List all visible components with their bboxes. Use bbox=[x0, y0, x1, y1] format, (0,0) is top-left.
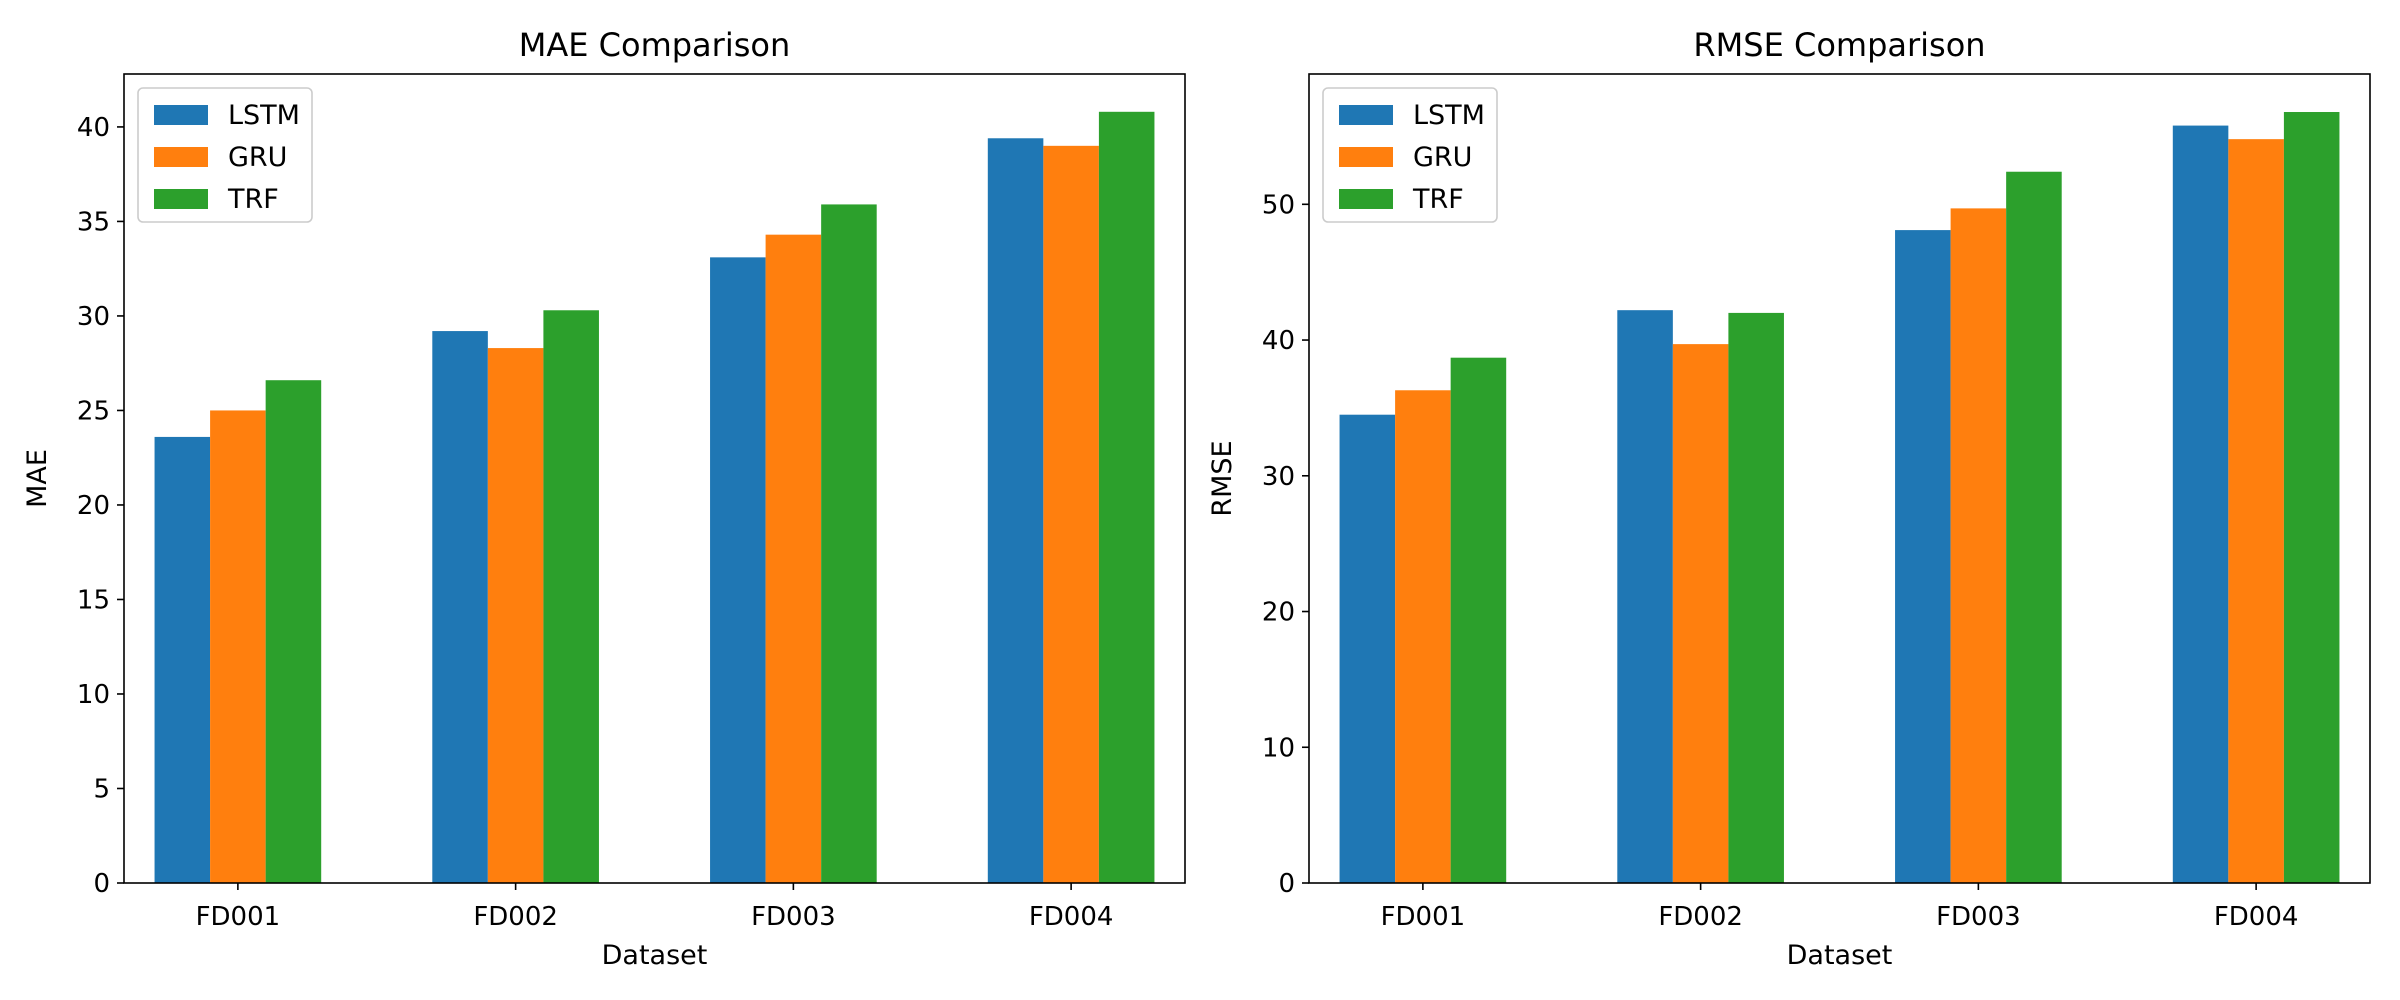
y-axis-label: MAE bbox=[22, 449, 53, 508]
x-tick-label: FD002 bbox=[1658, 902, 1743, 932]
x-axis-label: Dataset bbox=[1787, 940, 1893, 971]
bar-gru-fd001 bbox=[1395, 390, 1451, 883]
y-tick-label: 5 bbox=[93, 774, 110, 804]
y-tick-label: 0 bbox=[1278, 869, 1295, 899]
bar-lstm-fd001 bbox=[154, 436, 211, 883]
x-tick-label: FD004 bbox=[1029, 902, 1114, 932]
chart-panel-1: 0 5 10 15 20 25 30 35 40 FD001 FD002 FD003 FD004 MAE … bbox=[22, 26, 1186, 971]
bar-trf-fd002 bbox=[1728, 312, 1784, 883]
y-tick-label: 0 bbox=[93, 869, 110, 899]
bars bbox=[154, 111, 1155, 884]
bar-trf-fd004 bbox=[2283, 112, 2340, 883]
bar-trf-fd002 bbox=[543, 310, 599, 883]
bar-lstm-fd004 bbox=[987, 138, 1044, 883]
legend-swatch-gru bbox=[1339, 147, 1393, 167]
legend-label-lstm: LSTM bbox=[228, 100, 300, 131]
y-tick-label: 30 bbox=[77, 302, 110, 332]
plot-frame bbox=[1308, 73, 2371, 884]
bar-gru-fd002 bbox=[1672, 344, 1729, 883]
y-axis-label: RMSE bbox=[1207, 440, 1238, 516]
y-tick-label: 20 bbox=[1262, 598, 1295, 628]
bar-trf-fd001 bbox=[1450, 357, 1507, 883]
y-tick-label: 40 bbox=[1262, 326, 1295, 356]
x-tick-label: FD004 bbox=[2214, 902, 2299, 932]
bar-lstm-fd001 bbox=[1339, 414, 1396, 883]
bar-lstm-fd003 bbox=[710, 257, 766, 884]
bar-gru-fd001 bbox=[210, 410, 266, 883]
x-axis-label: Dataset bbox=[602, 940, 708, 971]
chart-panel-2: 0 10 20 30 40 50 FD001 FD002 FD003 FD004 RMSE Comp… bbox=[1207, 26, 2371, 971]
legend-swatch-trf bbox=[154, 189, 208, 209]
legend-label-trf: TRF bbox=[1412, 184, 1464, 215]
legend-label-trf: TRF bbox=[227, 184, 279, 215]
plot-frame bbox=[123, 73, 1186, 884]
bar-gru-fd003 bbox=[765, 234, 822, 884]
y-tick-label: 10 bbox=[77, 680, 110, 710]
bar-gru-fd004 bbox=[2228, 139, 2284, 883]
bar-trf-fd003 bbox=[2006, 171, 2062, 884]
y-tick-label: 10 bbox=[1262, 733, 1295, 763]
x-tick-label: FD002 bbox=[473, 902, 558, 932]
y-tick-label: 35 bbox=[77, 207, 110, 237]
y-tick-label: 15 bbox=[77, 585, 110, 615]
legend-swatch-lstm bbox=[154, 105, 208, 125]
bar-lstm-fd002 bbox=[1617, 310, 1673, 883]
bars bbox=[1339, 112, 2340, 884]
x-tick-label: FD001 bbox=[196, 902, 281, 932]
legend-label-gru: GRU bbox=[228, 142, 287, 173]
legend-swatch-gru bbox=[154, 147, 208, 167]
y-tick-label: 50 bbox=[1262, 190, 1295, 220]
bar-trf-fd001 bbox=[265, 380, 322, 883]
chart-title: RMSE Comparison bbox=[1693, 26, 1985, 64]
bar-lstm-fd004 bbox=[2172, 125, 2229, 883]
bar-lstm-fd002 bbox=[432, 331, 488, 883]
legend-label-lstm: LSTM bbox=[1413, 100, 1485, 131]
y-tick-label: 30 bbox=[1262, 462, 1295, 492]
bar-lstm-fd003 bbox=[1895, 230, 1951, 884]
bar-trf-fd003 bbox=[821, 204, 877, 884]
legend-label-gru: GRU bbox=[1413, 142, 1472, 173]
bar-gru-fd002 bbox=[487, 348, 544, 884]
legend-swatch-lstm bbox=[1339, 105, 1393, 125]
bar-trf-fd004 bbox=[1098, 111, 1155, 884]
x-tick-label: FD003 bbox=[751, 902, 836, 932]
chart-title: MAE Comparison bbox=[519, 26, 790, 64]
x-tick-label: FD001 bbox=[1381, 902, 1466, 932]
y-tick-label: 40 bbox=[77, 113, 110, 143]
bar-gru-fd003 bbox=[1950, 208, 2007, 883]
y-tick-label: 20 bbox=[77, 491, 110, 521]
legend: LSTM GRU TRF bbox=[137, 87, 313, 223]
x-tick-label: FD003 bbox=[1936, 902, 2021, 932]
legend-swatch-trf bbox=[1339, 189, 1393, 209]
legend: LSTM GRU TRF bbox=[1322, 87, 1498, 223]
bar-gru-fd004 bbox=[1043, 145, 1099, 883]
y-tick-label: 25 bbox=[77, 396, 110, 426]
